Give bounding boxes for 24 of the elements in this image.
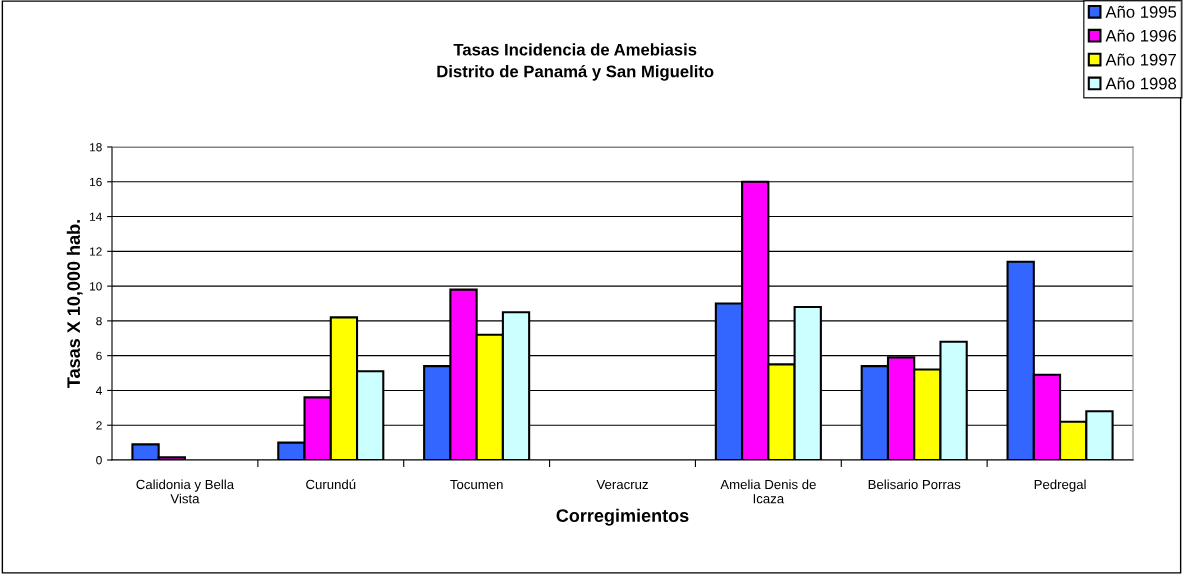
x-tick-label: Calidonia y Bella Vista [136,479,235,504]
y-tick-label: 8 [96,316,102,326]
y-tick-label: 12 [90,247,102,256]
y-tick-label: 4 [95,386,102,395]
y-tick-label: 16 [90,177,102,187]
y-tick-label: 0 [96,456,102,465]
x-tick-label: Curundú [306,479,356,490]
y-tick-label: 2 [96,421,102,430]
y-tick-label: 18 [90,143,102,152]
chart-title: Tasas Incidencia de Amebiasis Distrito de Panamá y San Miguelito [437,43,714,81]
x-tick-label: Pedregal [1034,479,1086,492]
x-axis-title: Corregimientos [556,508,689,526]
legend-label: Año 1997 [1105,53,1176,66]
y-axis-title: Tasas X 10,000 hab. [66,220,83,388]
legend-label: Año 1996 [1105,29,1177,42]
y-tick-label: 14 [90,212,102,221]
x-tick-label: Veracruz [596,479,648,490]
legend-label: Año 1995 [1105,5,1177,18]
x-tick-label: Belisario Porras [868,479,961,490]
x-tick-label: Amelia Denis de Icaza [720,479,816,504]
y-tick-label: 10 [90,282,102,291]
y-tick-label: 6 [96,351,102,361]
x-tick-label: Tocumen [450,479,503,490]
legend-label: Año 1998 [1105,77,1177,90]
